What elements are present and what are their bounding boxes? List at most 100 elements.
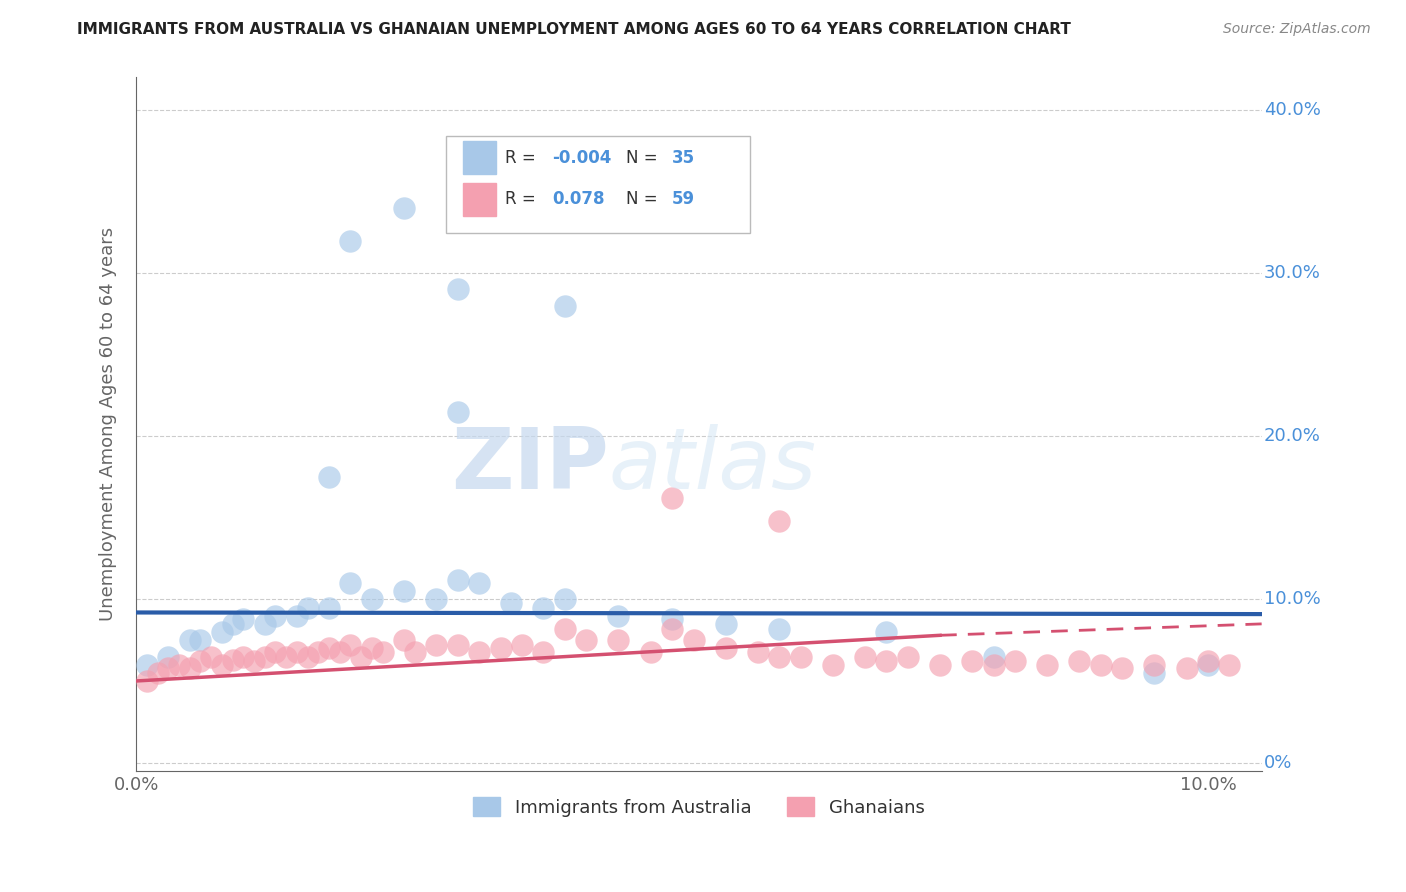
Point [318,641,340,656]
Point [768,622,790,636]
Point [179,633,201,648]
Text: ZIP: ZIP [451,425,609,508]
Point [661,491,683,506]
Point [1197,654,1219,668]
Y-axis label: Unemployment Among Ages 60 to 64 years: Unemployment Among Ages 60 to 64 years [100,227,117,621]
Point [264,608,287,623]
Point [307,645,329,659]
Point [190,633,212,648]
Point [190,654,212,668]
Point [361,641,384,656]
Text: 35: 35 [672,149,695,167]
Point [157,649,180,664]
Legend: Immigrants from Australia, Ghanaians: Immigrants from Australia, Ghanaians [465,790,932,824]
Point [714,616,737,631]
Point [960,654,983,668]
Point [1218,657,1240,672]
Point [1143,657,1166,672]
Point [243,654,266,668]
Point [232,612,254,626]
Point [392,633,415,648]
Point [1197,657,1219,672]
Point [554,592,576,607]
Point [468,576,491,591]
Point [768,514,790,528]
Point [232,649,254,664]
Point [554,622,576,636]
Point [404,645,426,659]
Point [1004,654,1026,668]
Point [607,608,630,623]
Point [329,645,352,659]
Point [339,638,361,652]
FancyBboxPatch shape [446,136,749,234]
Point [392,584,415,599]
Point [297,649,319,664]
Text: 40.0%: 40.0% [1264,101,1320,119]
Point [318,470,340,484]
Point [747,645,769,659]
Text: 30.0%: 30.0% [1264,264,1320,282]
Point [264,645,287,659]
Text: -0.004: -0.004 [553,149,612,167]
Point [253,616,276,631]
Text: 59: 59 [672,191,695,209]
Point [607,633,630,648]
Point [897,649,920,664]
Text: Source: ZipAtlas.com: Source: ZipAtlas.com [1223,22,1371,37]
Point [983,657,1005,672]
Point [297,600,319,615]
Point [425,592,447,607]
Point [789,649,811,664]
Point [875,654,897,668]
Text: 0%: 0% [1264,754,1292,772]
Point [157,661,180,675]
Point [425,638,447,652]
Text: 0.078: 0.078 [553,191,605,209]
Text: N =: N = [626,191,662,209]
Point [135,657,157,672]
Point [1090,657,1112,672]
Point [350,649,373,664]
Point [661,622,683,636]
Point [575,633,598,648]
Bar [463,141,496,175]
Point [200,649,222,664]
Point [533,645,555,659]
Point [447,573,470,587]
Point [371,645,394,659]
Point [447,638,470,652]
Point [853,649,876,664]
Point [1111,661,1133,675]
Point [768,649,790,664]
Point [1175,661,1198,675]
Point [221,653,243,667]
Point [167,657,190,672]
Point [682,633,704,648]
Point [510,638,533,652]
Point [468,645,491,659]
Point [211,657,233,672]
Point [285,645,308,659]
Point [179,661,201,675]
Point [1143,665,1166,680]
Text: R =: R = [505,191,547,209]
Point [447,283,470,297]
Text: N =: N = [626,149,662,167]
Point [1069,654,1091,668]
Point [221,616,243,631]
Point [501,596,523,610]
Point [211,625,233,640]
Point [392,201,415,215]
Text: IMMIGRANTS FROM AUSTRALIA VS GHANAIAN UNEMPLOYMENT AMONG AGES 60 TO 64 YEARS COR: IMMIGRANTS FROM AUSTRALIA VS GHANAIAN UN… [77,22,1071,37]
Point [533,600,555,615]
Point [661,612,683,626]
Point [146,665,169,680]
Point [983,649,1005,664]
Point [361,592,384,607]
Point [640,645,662,659]
Point [714,641,737,656]
Point [318,600,340,615]
Point [285,608,308,623]
Point [447,405,470,419]
